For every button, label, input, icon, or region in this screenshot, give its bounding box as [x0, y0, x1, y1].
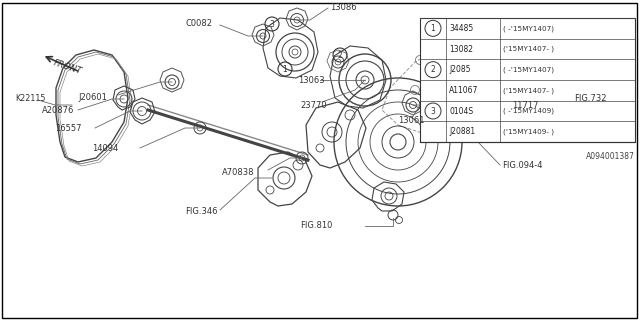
Text: FIG.810: FIG.810: [300, 221, 332, 230]
Text: 11717: 11717: [512, 100, 538, 109]
Text: 2: 2: [338, 51, 342, 60]
Text: FIG.346: FIG.346: [185, 207, 218, 217]
Text: FIG.732: FIG.732: [574, 93, 607, 102]
Text: ( -'15MY1409): ( -'15MY1409): [503, 108, 554, 114]
Text: 13063: 13063: [298, 76, 324, 84]
Polygon shape: [420, 18, 635, 142]
Text: 2: 2: [431, 65, 435, 74]
Text: 3: 3: [431, 107, 435, 116]
Text: J20601: J20601: [78, 92, 107, 101]
Text: ('15MY1407- ): ('15MY1407- ): [503, 46, 554, 52]
Text: 13086: 13086: [330, 3, 356, 12]
Text: A20876: A20876: [42, 106, 74, 115]
Text: 13082: 13082: [449, 44, 473, 53]
Text: FIG.094-4: FIG.094-4: [502, 161, 543, 170]
Text: J2085: J2085: [449, 65, 470, 74]
Text: 23770: 23770: [300, 100, 326, 109]
Text: K22115: K22115: [15, 93, 45, 102]
Text: A094001387: A094001387: [586, 152, 635, 161]
Text: ( -'15MY1407): ( -'15MY1407): [503, 67, 554, 73]
Text: 16557: 16557: [55, 124, 81, 132]
Text: FRONT: FRONT: [52, 58, 83, 76]
Text: 34485: 34485: [449, 24, 473, 33]
Text: 14094: 14094: [92, 143, 118, 153]
Text: J20881: J20881: [449, 127, 475, 136]
Text: 1: 1: [431, 24, 435, 33]
Text: ('15MY1407- ): ('15MY1407- ): [503, 87, 554, 93]
Text: 1: 1: [283, 65, 287, 74]
Text: ('15MY1409- ): ('15MY1409- ): [503, 128, 554, 135]
Text: 3: 3: [269, 20, 275, 28]
Text: A11067: A11067: [449, 86, 478, 95]
Text: C0082: C0082: [185, 19, 212, 28]
Text: A70838: A70838: [222, 167, 255, 177]
Text: ( -'15MY1407): ( -'15MY1407): [503, 25, 554, 32]
Text: 0104S: 0104S: [449, 107, 473, 116]
Text: 13061: 13061: [398, 116, 424, 124]
